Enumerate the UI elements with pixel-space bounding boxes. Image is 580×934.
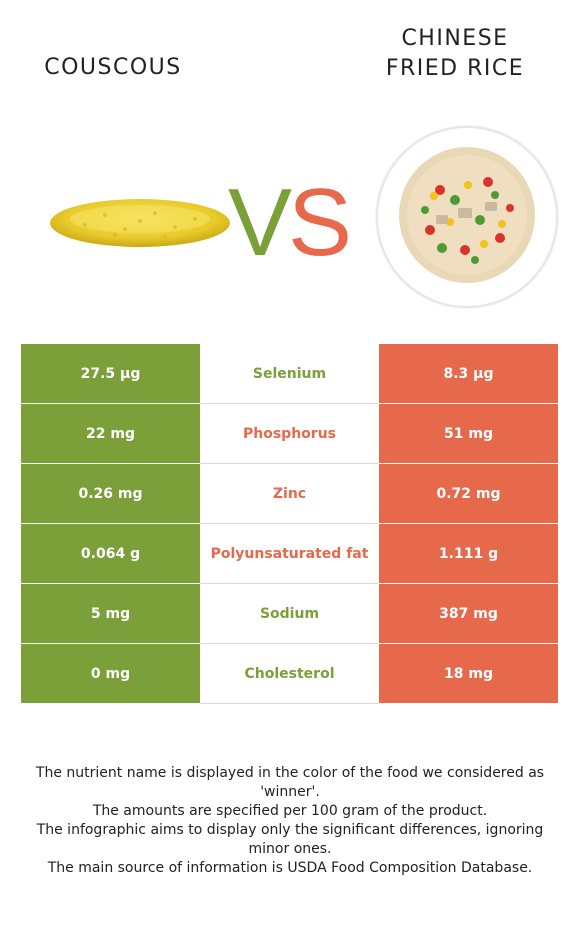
fried-rice-value: 0.72 mg <box>379 464 558 524</box>
couscous-value: 0.26 mg <box>21 464 200 524</box>
table-row: 22 mg Phosphorus 51 mg <box>21 404 558 464</box>
table-row: 0.064 g Polyunsaturated fat 1.111 g <box>21 524 558 584</box>
couscous-value: 27.5 µg <box>21 344 200 404</box>
fried-rice-value: 1.111 g <box>379 524 558 584</box>
table-row: 0.26 mg Zinc 0.72 mg <box>21 464 558 524</box>
nutrient-name: Zinc <box>200 464 379 524</box>
table-row: 5 mg Sodium 387 mg <box>21 584 558 644</box>
footer-line: The nutrient name is displayed in the co… <box>35 765 545 800</box>
footer-notes: The nutrient name is displayed in the co… <box>20 764 560 878</box>
table-row: 0 mg Cholesterol 18 mg <box>21 644 558 704</box>
couscous-value: 5 mg <box>21 584 200 644</box>
table-row: 27.5 µg Selenium 8.3 µg <box>21 344 558 404</box>
fried-rice-value: 18 mg <box>379 644 558 704</box>
fried-rice-value: 387 mg <box>379 584 558 644</box>
comparison-table: 27.5 µg Selenium 8.3 µg 22 mg Phosphorus 51 m… <box>21 344 558 704</box>
couscous-value: 0 mg <box>21 644 200 704</box>
vs-letter-v: V <box>228 169 292 265</box>
footer-line: The main source of information is USDA F… <box>47 860 533 876</box>
footer-line: The infographic aims to display only the… <box>36 822 544 857</box>
nutrient-name: Sodium <box>200 584 379 644</box>
nutrient-name: Polyunsaturated fat <box>200 524 379 584</box>
food-title-right: CHINESE FRIED RICE <box>385 26 525 81</box>
couscous-value: 0.064 g <box>21 524 200 584</box>
fried-rice-image <box>375 125 559 309</box>
vs-letter-s: S <box>288 169 352 265</box>
nutrient-name: Selenium <box>200 344 379 404</box>
nutrient-name: Phosphorus <box>200 404 379 464</box>
fried-rice-value: 8.3 µg <box>379 344 558 404</box>
vs-logo: V S <box>228 169 352 265</box>
couscous-value: 22 mg <box>21 404 200 464</box>
nutrient-name: Cholesterol <box>200 644 379 704</box>
food-title-left: COUSCOUS <box>44 55 182 80</box>
footer-line: The amounts are specified per 100 gram o… <box>92 803 488 819</box>
fried-rice-value: 51 mg <box>379 404 558 464</box>
couscous-image <box>50 199 230 247</box>
